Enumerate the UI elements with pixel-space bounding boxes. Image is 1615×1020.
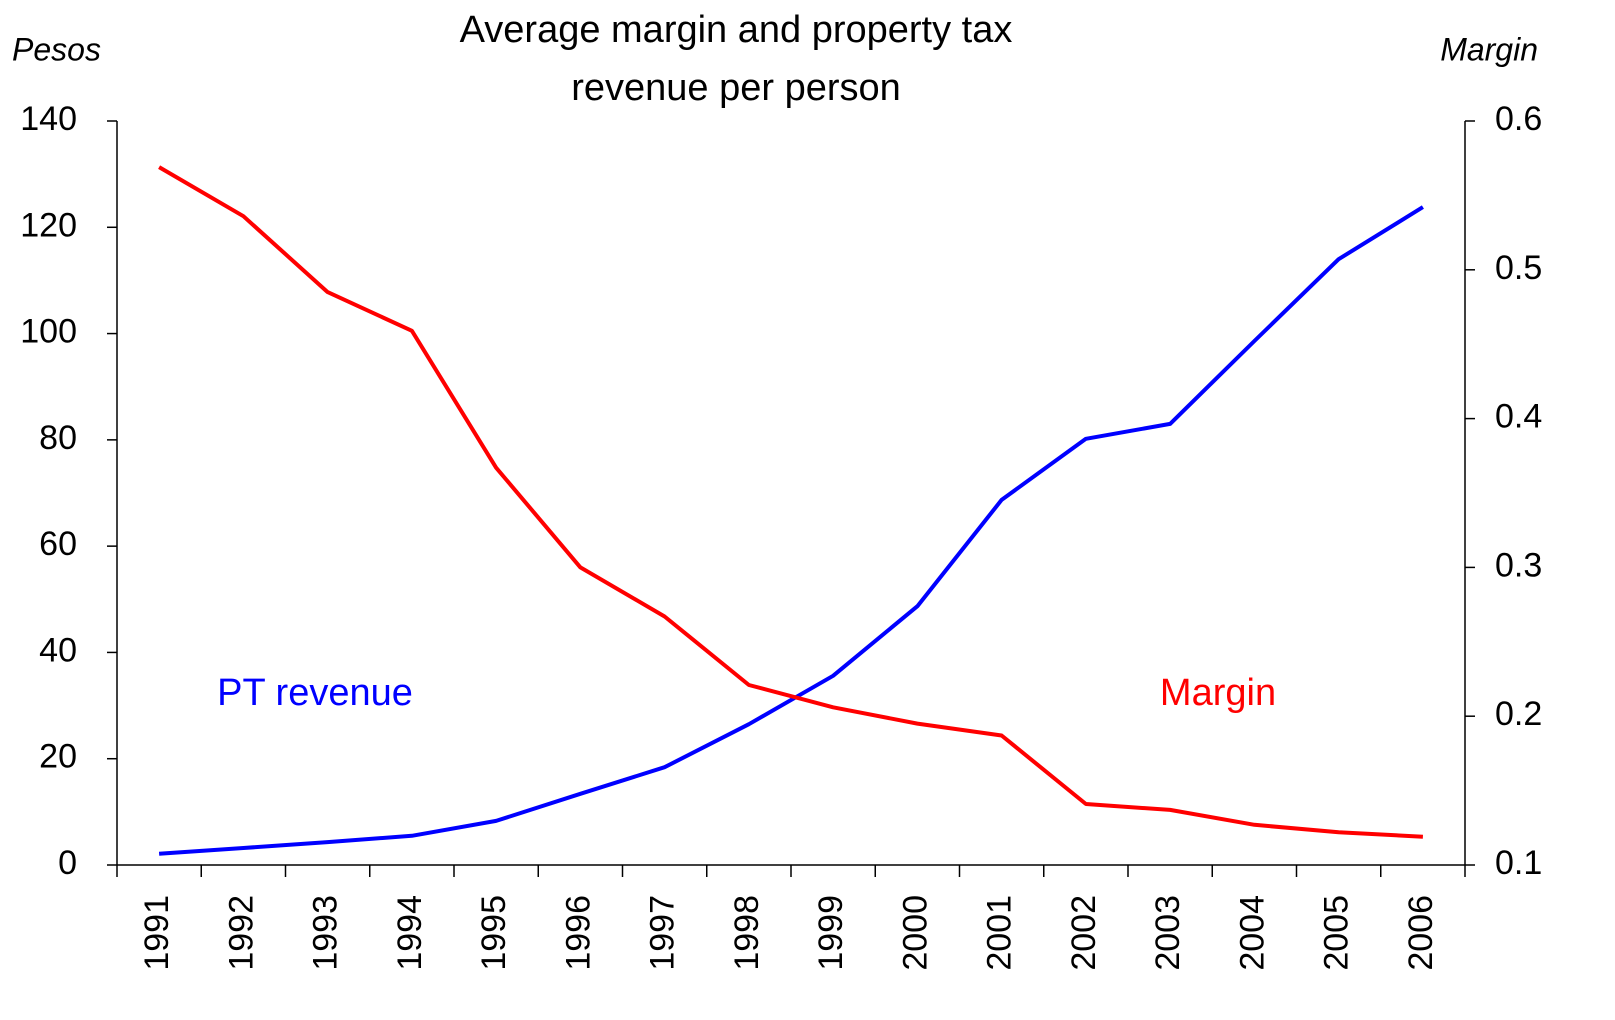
y-tick-label: 80 <box>39 419 77 457</box>
y-tick-label: 100 <box>20 313 77 351</box>
x-tick-label: 2000 <box>896 895 934 971</box>
chart-title: revenue per person <box>571 67 901 109</box>
y-tick-label: 140 <box>20 100 77 138</box>
series-label: Margin <box>1160 672 1276 714</box>
x-tick-label: 2005 <box>1318 895 1356 971</box>
x-tick-label: 2003 <box>1149 895 1187 971</box>
y-tick-label: 20 <box>39 738 77 776</box>
y-axis-label: Pesos <box>12 31 101 67</box>
y-tick-label: 120 <box>20 206 77 244</box>
series-line <box>158 165 1424 839</box>
chart-title: Average margin and property tax <box>460 9 1013 51</box>
y2-tick-label: 0.6 <box>1495 100 1542 138</box>
y-tick-label: 0 <box>58 844 77 882</box>
x-tick-label: 2004 <box>1233 895 1271 971</box>
y-tick-label: 40 <box>39 631 77 669</box>
x-tick-label: 1994 <box>391 895 429 971</box>
x-tick-label: 2001 <box>981 895 1019 971</box>
x-tick-label: 2006 <box>1402 895 1440 971</box>
y2-tick-label: 0.4 <box>1495 398 1542 436</box>
series-label: PT revenue <box>217 672 413 714</box>
y-tick-label: 60 <box>39 525 77 563</box>
x-tick-label: 1998 <box>728 895 766 971</box>
y2-tick-label: 0.3 <box>1495 546 1542 584</box>
y2-tick-label: 0.1 <box>1495 844 1542 882</box>
x-tick-label: 1991 <box>138 895 176 971</box>
x-tick-label: 1995 <box>475 895 513 971</box>
series-line <box>158 205 1424 856</box>
y2-tick-label: 0.5 <box>1495 249 1542 287</box>
x-tick-label: 1999 <box>812 895 850 971</box>
x-tick-label: 1996 <box>559 895 597 971</box>
x-tick-label: 2002 <box>1065 895 1103 971</box>
y2-tick-label: 0.2 <box>1495 695 1542 733</box>
x-tick-label: 1993 <box>307 895 345 971</box>
y2-axis-label: Margin <box>1440 31 1538 67</box>
x-tick-label: 1997 <box>644 895 682 971</box>
x-tick-label: 1992 <box>222 895 260 971</box>
